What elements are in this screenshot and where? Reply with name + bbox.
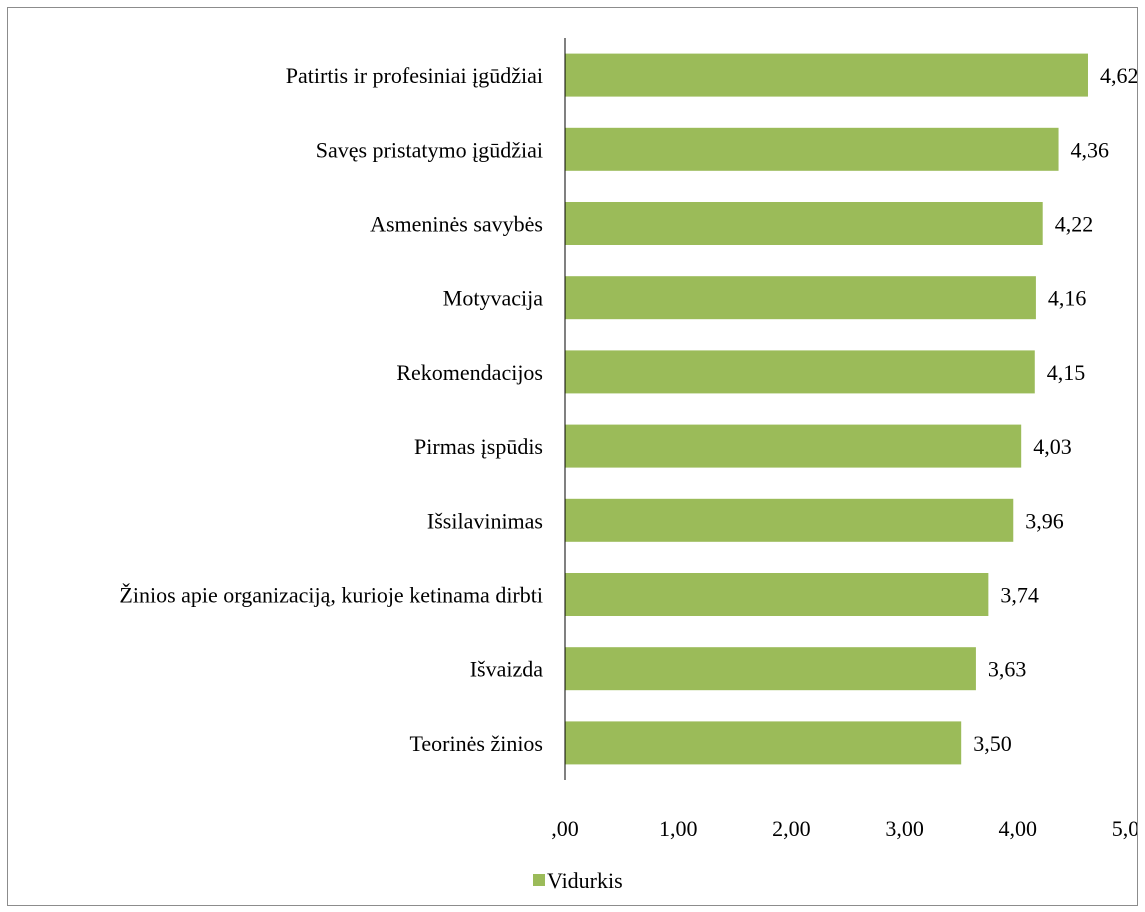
- bar: [565, 53, 1088, 97]
- category-label: Teorinės žinios: [410, 731, 543, 756]
- legend-swatch: [533, 874, 545, 886]
- value-label: 4,36: [1071, 137, 1110, 162]
- value-label: 4,22: [1055, 212, 1094, 237]
- bar: [565, 573, 989, 616]
- bar: [565, 276, 1036, 320]
- bar: [565, 647, 976, 691]
- category-label: Pirmas įspūdis: [414, 434, 543, 459]
- bars-layer: [565, 53, 1088, 765]
- category-label: Patirtis ir profesiniai įgūdžiai: [286, 63, 543, 88]
- category-label: Išvaizda: [470, 657, 544, 682]
- bar-chart: Patirtis ir profesiniai įgūdžiai Savęs pr…: [119, 38, 1145, 893]
- bar: [565, 424, 1022, 468]
- chart-frame: Patirtis ir profesiniai įgūdžiai Savęs pr…: [7, 7, 1145, 906]
- category-label: Savęs pristatymo įgūdžiai: [316, 137, 543, 162]
- value-labels: 4,62 4,36 4,22 4,16 4,15 4,03 3,96 3,74 3,63 3,50: [973, 63, 1138, 756]
- value-label: 4,15: [1047, 360, 1086, 385]
- value-label: 3,96: [1025, 508, 1064, 533]
- x-axis-ticks: ,00 1,00 2,00 3,00 4,00 5,00: [551, 816, 1145, 841]
- x-tick-label: 2,00: [772, 816, 811, 841]
- category-label: Asmeninės savybės: [370, 212, 543, 237]
- category-label: Rekomendacijos: [396, 360, 543, 385]
- value-label: 4,03: [1033, 434, 1072, 459]
- category-labels: Patirtis ir profesiniai įgūdžiai Savęs pr…: [119, 63, 543, 756]
- x-tick-label: 4,00: [999, 816, 1038, 841]
- bar: [565, 498, 1014, 542]
- value-label: 4,16: [1048, 286, 1087, 311]
- value-label: 4,62: [1100, 63, 1137, 88]
- value-label: 3,74: [1000, 583, 1038, 608]
- x-tick-label: ,00: [551, 816, 579, 841]
- x-tick-label: 1,00: [659, 816, 698, 841]
- legend-label: Vidurkis: [547, 868, 623, 893]
- bar: [565, 350, 1035, 394]
- value-label: 3,50: [973, 731, 1012, 756]
- bar: [565, 721, 962, 765]
- x-tick-label: 5,00: [1112, 816, 1137, 841]
- category-label: Motyvacija: [443, 286, 543, 311]
- bar: [565, 127, 1059, 171]
- value-label: 3,63: [988, 657, 1027, 682]
- legend: Vidurkis: [533, 868, 623, 893]
- bar: [565, 202, 1043, 245]
- x-tick-label: 3,00: [885, 816, 924, 841]
- category-label: Išsilavinimas: [427, 508, 543, 533]
- category-label: Žinios apie organizaciją, kurioje ketina…: [119, 583, 543, 608]
